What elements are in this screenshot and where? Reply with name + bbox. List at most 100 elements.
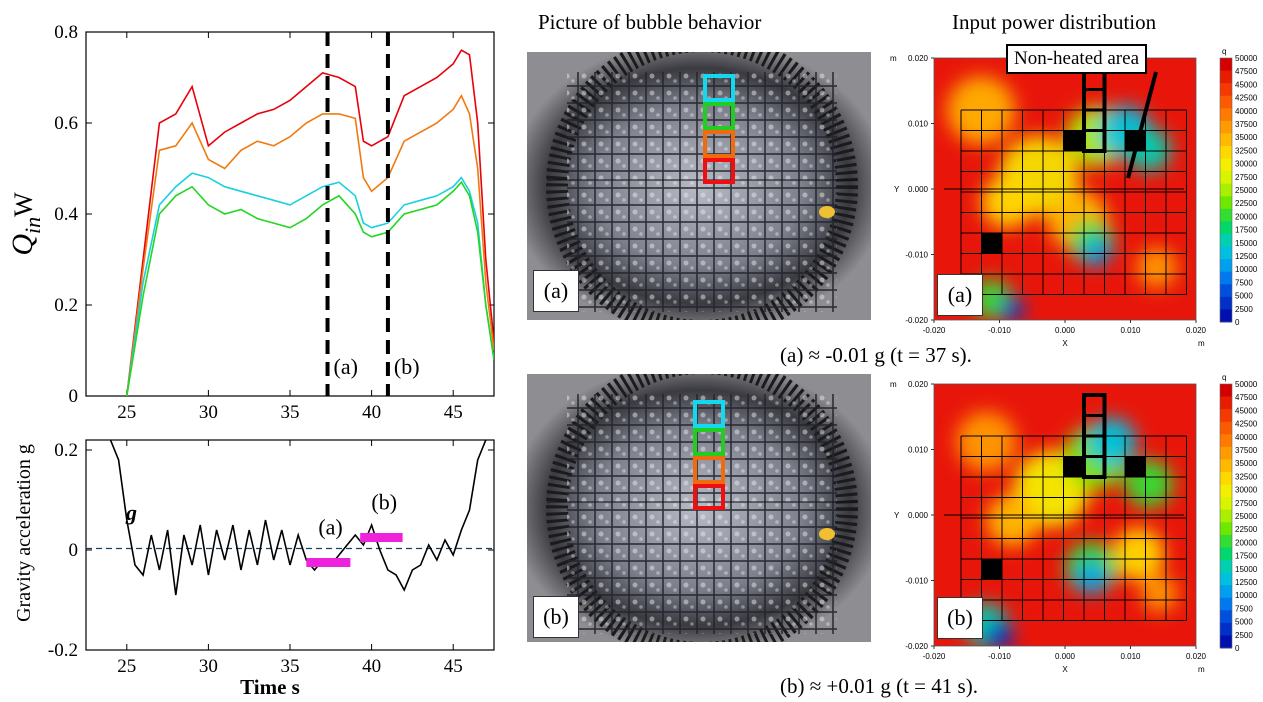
colorbar-tick-label: 12500	[1235, 252, 1258, 261]
heat-blob-8	[981, 176, 1034, 229]
colorbar-tick-label: 0	[1235, 318, 1240, 327]
colorbar-swatch	[1220, 434, 1232, 448]
colorbar-frame	[1219, 383, 1233, 649]
cell-green-a	[703, 102, 735, 130]
map-y-tick-label: 0.000	[908, 185, 929, 194]
map-x-tick-label: -0.020	[923, 326, 946, 335]
colorbar-swatch	[1220, 196, 1232, 210]
colorbar-swatch	[1220, 183, 1232, 197]
colorbar-swatch	[1220, 58, 1232, 72]
colorbar-tick-label: 47500	[1235, 67, 1258, 76]
y-tick-label: 0	[69, 386, 79, 407]
colorbar-swatch	[1220, 158, 1232, 172]
colorbar-swatch	[1220, 108, 1232, 122]
colorbar-swatch	[1220, 70, 1232, 84]
bubble-photo-a: (a)	[527, 52, 871, 320]
colorbar-tick-label: 32500	[1235, 472, 1258, 481]
series-line-3	[126, 180, 494, 396]
x-axis-label: Time s	[240, 675, 300, 699]
header-power: Input power distribution	[952, 10, 1157, 34]
colorbar-swatch	[1220, 171, 1232, 185]
y-tick-label: 0.2	[54, 440, 78, 461]
non-heated-cell	[981, 559, 1002, 580]
series-line-2	[126, 172, 494, 396]
colorbar-swatch	[1220, 396, 1232, 410]
colorbar-tick-label: 5000	[1235, 618, 1253, 627]
map-y-tick-label: 0.010	[908, 120, 929, 129]
heat-blob-11	[1136, 247, 1177, 288]
caption-b: (b) ≈ +0.01 g (t = 41 s).	[780, 674, 978, 698]
bubble-photo-b-drawing	[527, 374, 871, 642]
colorbar-swatch	[1220, 146, 1232, 160]
colorbar-tick-label: 15000	[1235, 565, 1258, 574]
power-map-a: 0.020 0.010 0.000 -0.010 -0.020-0.020 -0.010 0…	[890, 47, 1258, 348]
y-tick-label: 0	[69, 540, 79, 561]
colorbar-swatch	[1220, 384, 1232, 398]
colorbar-tick-label: 45000	[1235, 406, 1258, 415]
x-tick-label: 45	[444, 402, 463, 423]
x-tick-label: 45	[444, 656, 463, 677]
map-x-tick-label: 0.000	[1055, 326, 1076, 335]
map-unit-x: m	[1198, 665, 1205, 674]
colorbar-tick-label: 30000	[1235, 160, 1258, 169]
power-chart: 25 30 35 40 45 0 0.2 0.4 0.6 0.8 (a) (b) QinW	[6, 22, 495, 423]
colorbar-tick-label: 25000	[1235, 512, 1258, 521]
colorbar-unit: q	[1222, 47, 1226, 56]
cell-green-b	[693, 428, 725, 456]
colorbar-unit: q	[1222, 373, 1226, 382]
y-axis-label: Gravity acceleration g	[13, 444, 35, 622]
colorbar-swatch	[1220, 622, 1232, 636]
heat-blob-5	[1112, 528, 1165, 581]
colorbar-swatch	[1220, 572, 1232, 586]
colorbar-tick-label: 40000	[1235, 433, 1258, 442]
colorbar-tick-label: 7500	[1235, 604, 1253, 613]
colorbar-tick-label: 32500	[1235, 146, 1258, 155]
colorbar-swatch	[1220, 133, 1232, 147]
colorbar-swatch	[1220, 309, 1232, 323]
heat-blob-7	[1075, 561, 1108, 594]
colorbar-swatch	[1220, 208, 1232, 222]
plot-area	[126, 49, 494, 396]
map-unit-y: m	[890, 54, 897, 63]
map-x-tick-label: 0.000	[1055, 652, 1076, 661]
colorbar-tick-label: 27500	[1235, 499, 1258, 508]
colorbar-tick-label: 10000	[1235, 591, 1258, 600]
map-y-tick-label: -0.010	[905, 577, 928, 586]
map-x-tick-label: -0.010	[988, 326, 1011, 335]
colorbar-swatch	[1220, 472, 1232, 486]
colorbar-swatch	[1220, 234, 1232, 248]
non-heated-cell	[1063, 130, 1084, 151]
series-line-1	[126, 93, 494, 396]
map-y-tick-label: 0.020	[908, 54, 929, 63]
colorbar-tick-label: 5000	[1235, 292, 1253, 301]
map-y-label: Y	[894, 511, 900, 520]
series-line-0	[126, 49, 494, 396]
marker-label-1: (b)	[394, 354, 420, 379]
colorbar-tick-label: 45000	[1235, 80, 1258, 89]
map-label-b: (b)	[937, 597, 983, 639]
colorbar-tick-label: 30000	[1235, 486, 1258, 495]
colorbar-frame	[1219, 57, 1233, 323]
colorbar-tick-label: 20000	[1235, 212, 1258, 221]
colorbar-tick-label: 17500	[1235, 552, 1258, 561]
y-tick-label: 0.8	[54, 22, 78, 43]
map-x-tick-label: 0.020	[1186, 652, 1207, 661]
charts-svg: 25 30 35 40 45 0 0.2 0.4 0.6 0.8 (a) (b) QinW 25 30 35…	[6, 22, 495, 699]
colorbar-tick-label: 22500	[1235, 525, 1258, 534]
colorbar-swatch	[1220, 610, 1232, 624]
x-tick-label: 30	[199, 656, 218, 677]
colorbar-tick-label: 40000	[1235, 107, 1258, 116]
y-axis-label: QinW	[6, 192, 45, 256]
x-tick-label: 30	[199, 402, 218, 423]
colorbar-swatch	[1220, 120, 1232, 134]
y-tick-label: -0.2	[48, 640, 78, 661]
heat-blob-7	[1082, 237, 1111, 266]
series-line-0	[109, 440, 487, 596]
map-y-tick-label: -0.020	[905, 642, 928, 651]
heat-blob-10	[985, 621, 1014, 646]
x-tick-label: 35	[281, 402, 300, 423]
y-tick-label: 0.2	[54, 295, 78, 316]
colorbar-swatch	[1220, 547, 1232, 561]
colorbar-swatch	[1220, 560, 1232, 574]
rod-grid	[944, 109, 1187, 295]
